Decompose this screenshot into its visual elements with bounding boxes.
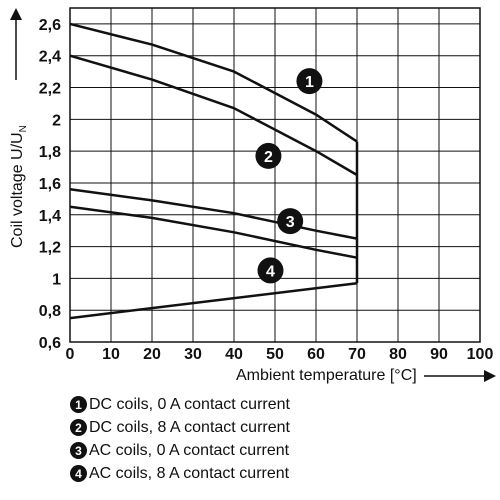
legend-item: 2 DC coils, 8 A contact current: [70, 416, 290, 439]
series-marker-circle: [277, 208, 304, 235]
x-tick-label: 40: [225, 346, 243, 363]
y-tick-label: 2,2: [39, 81, 61, 98]
legend-label: DC coils, 0 A contact current: [89, 395, 290, 413]
legend-label: AC coils, 8 A contact current: [89, 464, 290, 482]
plot-frame: [69, 7, 481, 343]
tick-labels: 0 10 20 30 40 50 60 70 80 90 100 0,6 0,8 1 1,2 1,4 1,6 1,…: [39, 17, 494, 363]
legend-marker-3: 3: [70, 442, 87, 459]
series-marker-label: 1: [305, 74, 314, 91]
x-tick-label: 10: [102, 346, 120, 363]
legend-label: AC coils, 0 A contact current: [89, 441, 290, 459]
series-marker-circle: [296, 68, 323, 95]
series-line-lower: [69, 281, 358, 320]
series-group: [69, 22, 359, 320]
x-tick-label: 60: [307, 346, 325, 363]
x-tick-label: 20: [143, 346, 161, 363]
x-tick-label: 70: [348, 346, 366, 363]
x-tick-label: 50: [266, 346, 284, 363]
x-tick-label: 30: [184, 346, 202, 363]
x-axis-title: Ambient temperature [°C]: [236, 367, 417, 384]
x-tick-label: 90: [430, 346, 448, 363]
y-tick-label: 2,6: [39, 17, 61, 34]
legend-item: 3 AC coils, 0 A contact current: [70, 439, 290, 462]
series-line-1: [69, 22, 358, 143]
grid: [69, 8, 481, 343]
series-marker-2: 2: [255, 142, 282, 169]
legend-item: 4 AC coils, 8 A contact current: [70, 462, 290, 485]
y-tick-label: 1: [52, 271, 61, 288]
legend-label: DC coils, 8 A contact current: [89, 418, 290, 436]
series-marker-label: 2: [264, 149, 273, 166]
y-axis-title-sub: N: [18, 125, 29, 132]
series-marker-circle: [255, 142, 282, 169]
y-tick-label: 1,2: [39, 240, 61, 257]
legend-marker-2: 2: [70, 419, 87, 436]
series-line-2: [69, 54, 358, 177]
series-markers: 1 2 3 4: [255, 68, 323, 284]
y-tick-label: 1,4: [39, 208, 61, 225]
series-line-3: [69, 188, 358, 240]
legend: 1 DC coils, 0 A contact current 2 DC coi…: [70, 393, 290, 485]
y-tick-label: 0,6: [39, 335, 61, 352]
series-marker-1: 1: [296, 68, 323, 95]
series-marker-label: 4: [266, 263, 275, 280]
series-marker-label: 3: [286, 214, 295, 231]
y-axis-title: Coil voltage U/UN: [9, 125, 29, 248]
x-tick-label: 0: [66, 346, 75, 363]
legend-marker-1: 1: [70, 396, 87, 413]
y-tick-label: 0,8: [39, 303, 61, 320]
y-tick-label: 1,8: [39, 144, 61, 161]
y-axis-title-main: Coil voltage U/U: [9, 132, 26, 248]
legend-marker-4: 4: [70, 465, 87, 482]
legend-item: 1 DC coils, 0 A contact current: [70, 393, 290, 416]
x-tick-label: 80: [389, 346, 407, 363]
series-marker-3: 3: [277, 208, 304, 235]
series-marker-4: 4: [257, 257, 284, 284]
series-marker-circle: [257, 257, 284, 284]
series-line-4: [69, 205, 358, 259]
y-tick-label: 2,4: [39, 49, 61, 66]
y-tick-label: 1,6: [39, 176, 61, 193]
x-tick-label: 100: [467, 346, 494, 363]
y-tick-label: 2: [52, 112, 61, 129]
